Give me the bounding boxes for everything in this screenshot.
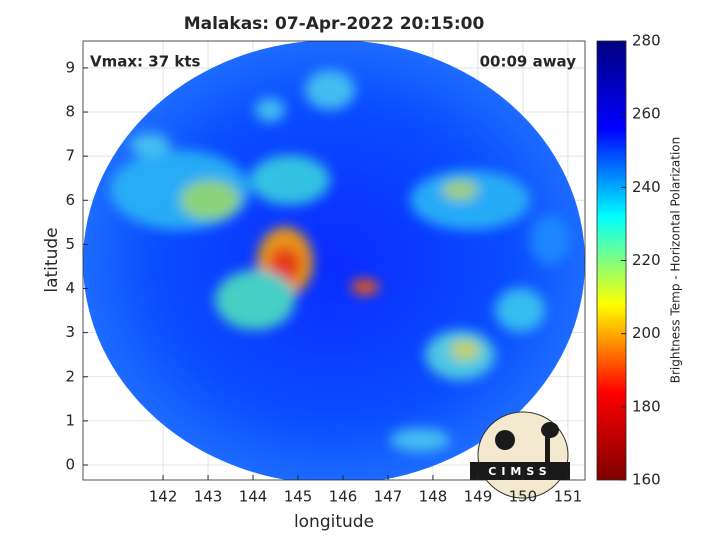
x-tick-label: 151	[554, 488, 583, 506]
logo: CIMSS	[470, 411, 570, 499]
y-tick-label: 6	[65, 191, 75, 209]
chart-title: Malakas: 07-Apr-2022 20:15:00	[184, 14, 485, 34]
colorbar-label: Brightness Temp - Horizontal Polarizatio…	[669, 137, 683, 384]
y-tick-label: 7	[65, 147, 75, 165]
y-tick-label: 0	[65, 455, 75, 473]
y-tick-label: 1	[65, 411, 75, 429]
x-tick-label: 143	[194, 488, 223, 506]
x-tick-label: 149	[464, 488, 493, 506]
colorbar-tick-label: 260	[632, 105, 661, 123]
x-tick-label: 145	[284, 488, 313, 506]
annotation: Vmax: 37 kts	[90, 53, 200, 71]
x-tick-label: 146	[329, 488, 358, 506]
x-tick-label: 147	[374, 488, 403, 506]
colorbar-tick-label: 180	[632, 397, 661, 415]
annotation: 00:09 away	[480, 53, 577, 71]
y-tick-label: 4	[65, 279, 75, 297]
x-tick-label: 148	[419, 488, 448, 506]
y-tick-label: 9	[65, 58, 75, 76]
y-tick-label: 5	[65, 235, 75, 253]
y-tick-label: 3	[65, 323, 75, 341]
x-tick-label: 144	[239, 488, 268, 506]
x-tick-label: 150	[509, 488, 538, 506]
y-axis-label: latitude	[42, 227, 62, 292]
logo-text: CIMSS	[488, 465, 551, 478]
swath-image	[83, 41, 585, 480]
x-tick-label: 142	[149, 488, 178, 506]
y-tick-label: 8	[65, 103, 75, 121]
colorbar-tick-label: 240	[632, 178, 661, 196]
y-tick-label: 2	[65, 367, 75, 385]
colorbar-tick-label: 200	[632, 324, 661, 342]
colorbar-tick-label: 160	[632, 471, 661, 489]
plot-frame	[82, 40, 586, 481]
colorbar-tick-label: 280	[632, 32, 661, 50]
colorbar-tick-label: 220	[632, 251, 661, 269]
x-axis-label: longitude	[294, 512, 374, 532]
